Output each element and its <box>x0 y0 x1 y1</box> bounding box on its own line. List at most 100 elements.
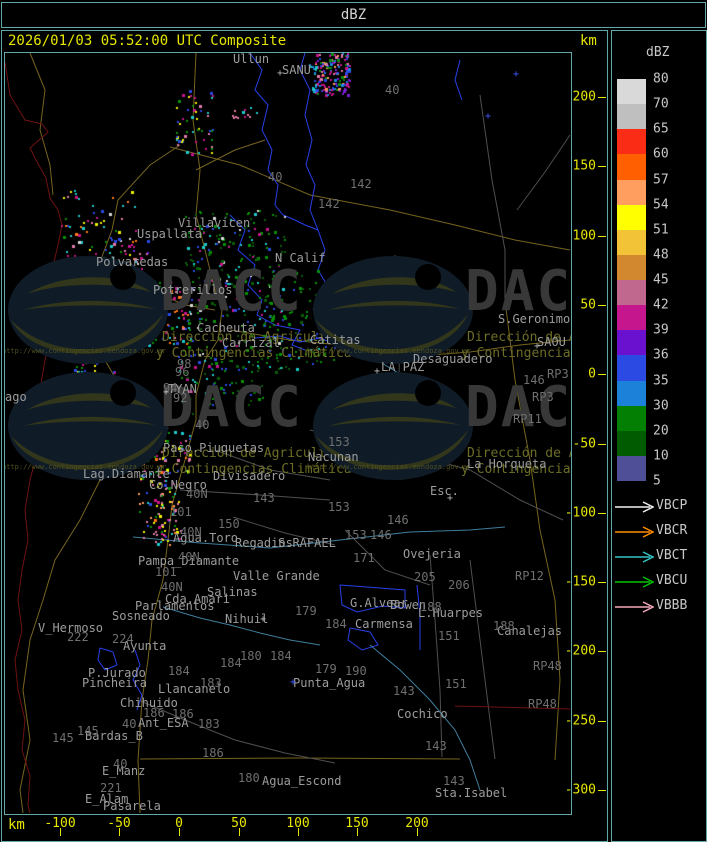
map-road-label: 188 <box>493 619 515 633</box>
map-place-label: Parlamentos <box>135 599 215 613</box>
bottom-axis-tick <box>179 828 180 836</box>
map-road-label: 143 <box>425 739 447 753</box>
right-axis-tick <box>598 582 606 583</box>
map-place-label: Co.Negro <box>149 478 207 492</box>
map-road-label: RP12 <box>515 569 544 583</box>
map-place-label: Catitas <box>310 333 361 347</box>
right-axis-tick <box>598 374 606 375</box>
map-road-label: 143 <box>393 684 415 698</box>
scale-color-block <box>617 305 646 331</box>
map-road-label: 146 <box>387 513 409 527</box>
map-road-label: 184 <box>220 656 242 670</box>
right-axis-label: -250 <box>564 713 596 729</box>
scale-color-block <box>617 405 646 431</box>
map-place-label: Paso.Piuquetas <box>163 441 265 455</box>
map-road-label: 142 <box>350 177 372 191</box>
scale-value-label: 20 <box>653 423 669 439</box>
right-axis-label: 150 <box>572 158 596 174</box>
map-place-label: Pincheira <box>82 676 148 690</box>
map-place-label: Polvaredas <box>96 255 169 269</box>
watermark-url: http://www.contingencias.mendoza.gov.ar <box>4 347 167 355</box>
map-road-label: 224 <box>112 632 134 646</box>
vector-arrow-icon <box>615 526 655 538</box>
scale-color-block <box>617 204 646 230</box>
scale-color-block <box>617 430 646 456</box>
right-axis-label: 0 <box>588 366 596 382</box>
right-axis-tick <box>598 651 606 652</box>
bottom-axis-tick <box>239 828 240 836</box>
bottom-axis-unit: km <box>8 817 25 833</box>
map-road-label: 146 <box>370 528 392 542</box>
vector-label: VBCR <box>656 523 688 538</box>
map-place-label: L.Huarpes <box>418 606 484 620</box>
right-axis-tick <box>598 790 606 791</box>
scale-color-block <box>617 380 646 406</box>
watermark-name: DACC <box>465 375 572 440</box>
right-axis-tick <box>598 166 606 167</box>
right-axis-label: -300 <box>564 782 596 798</box>
map-road-label: RP3 <box>547 367 569 381</box>
station-marker: + <box>290 677 297 688</box>
map-place-label: SANU <box>282 63 311 77</box>
bottom-axis-label: 0 <box>175 816 183 831</box>
map-road-label: 206 <box>448 578 470 592</box>
map-place-label: Uspallata <box>137 227 203 241</box>
right-axis-label: -50 <box>572 436 596 452</box>
bottom-axis-tick <box>417 828 418 836</box>
scale-value-label: 42 <box>653 297 669 313</box>
map-place-label: ago <box>5 390 27 404</box>
map-road-label: 143 <box>443 774 465 788</box>
station-marker: + <box>534 341 541 352</box>
map-place-label: E_Manz <box>102 764 146 778</box>
map-road-label: 101 <box>155 565 177 579</box>
bottom-axis-label: 200 <box>405 816 429 831</box>
map-road-label: 40N <box>180 525 202 539</box>
bottom-axis-label: 150 <box>345 816 369 831</box>
scale-value-label: 70 <box>653 96 669 112</box>
map-road-label: RP48 <box>533 659 562 673</box>
map-place-label: Carrizal <box>222 336 280 350</box>
vector-label: VBCT <box>656 548 688 563</box>
bottom-axis-label: -100 <box>44 816 76 831</box>
right-axis-label: 100 <box>572 228 596 244</box>
bottom-axis-tick <box>60 828 61 836</box>
station-marker: + <box>277 68 284 79</box>
bottom-axis-label: -50 <box>107 816 131 831</box>
scale-color-block <box>617 154 646 180</box>
map-road-label: 153 <box>345 528 367 542</box>
map-road-label: 222 <box>67 630 89 644</box>
map-place-label: La Horqueta <box>467 457 547 471</box>
map-place-label: V_Hermoso <box>38 621 104 635</box>
right-axis-label: -150 <box>564 574 596 590</box>
scale-value-label: 54 <box>653 197 669 213</box>
map-place-label: Sta.Isabel <box>435 786 508 800</box>
map-road-label: 180 <box>238 771 260 785</box>
map-road-label: 40N <box>186 487 208 501</box>
map-place-label: Cda.Amari <box>165 592 231 606</box>
scale-color-block <box>617 455 646 481</box>
title-bar: dBZ <box>1 2 706 28</box>
right-axis-label: -100 <box>564 505 596 521</box>
map-road-label: 153 <box>328 435 350 449</box>
map-place-label: E_Alam <box>85 792 129 806</box>
vector-label: VBCU <box>656 573 688 588</box>
map-road-label: 190 <box>345 664 367 678</box>
map-road-label: 205 <box>414 570 436 584</box>
station-marker: + <box>163 387 170 398</box>
map-place-label: Salinas <box>207 585 258 599</box>
map-road-label: 143 <box>253 491 275 505</box>
map-place-label: Cochico <box>397 707 448 721</box>
map-place-label: G.Alvear <box>350 596 408 610</box>
right-axis-tick <box>598 513 606 514</box>
map-place-label: Esc. <box>430 484 459 498</box>
map-road-label: 221 <box>100 781 122 795</box>
map-place-label: N Calif <box>275 251 326 265</box>
map-road-label: 186 <box>172 707 194 721</box>
map-road-label: 142 <box>318 197 340 211</box>
scale-value-label: 80 <box>653 71 669 87</box>
watermark-line1: Dirección de Agricultura <box>467 330 571 345</box>
right-axis-tick <box>598 444 606 445</box>
dacc-logo-icon <box>8 372 168 480</box>
